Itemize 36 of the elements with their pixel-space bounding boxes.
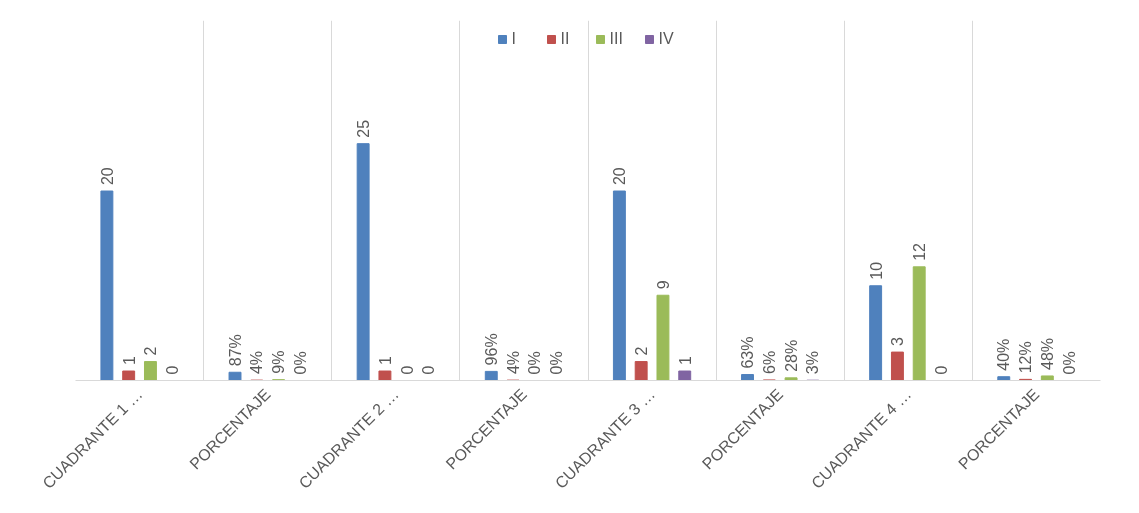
data-label: 0% bbox=[1060, 351, 1078, 375]
data-label: 0% bbox=[526, 351, 544, 375]
data-label: 3 bbox=[889, 337, 907, 347]
data-label: 25 bbox=[355, 119, 373, 138]
data-label: 48% bbox=[1038, 337, 1056, 370]
data-label: 63% bbox=[739, 336, 757, 369]
data-label: 20 bbox=[611, 167, 629, 186]
data-label: 10 bbox=[867, 261, 885, 280]
data-label: 96% bbox=[482, 333, 500, 366]
legend-label: IV bbox=[658, 30, 675, 48]
data-label: 1 bbox=[120, 356, 138, 366]
data-label: 0 bbox=[398, 365, 416, 375]
data-label: 28% bbox=[782, 339, 800, 372]
data-label: 4% bbox=[504, 351, 522, 375]
data-label: 0 bbox=[164, 365, 182, 375]
data-label: 87% bbox=[226, 334, 244, 367]
data-label: 9 bbox=[654, 280, 672, 290]
legend-label: I bbox=[511, 30, 517, 48]
data-label: 0 bbox=[932, 365, 950, 375]
data-label: 2 bbox=[633, 346, 651, 356]
data-label: 6% bbox=[760, 350, 778, 374]
data-label: 12% bbox=[1017, 341, 1035, 374]
data-label: 40% bbox=[995, 338, 1013, 371]
data-label: 0% bbox=[548, 351, 566, 375]
data-label: 0 bbox=[420, 365, 438, 375]
legend-label: III bbox=[609, 30, 624, 48]
data-label: 2 bbox=[142, 346, 160, 356]
data-label: 20 bbox=[98, 167, 116, 186]
data-label: 1 bbox=[376, 356, 394, 366]
data-label: 1 bbox=[676, 356, 694, 366]
data-label: 9% bbox=[270, 350, 288, 374]
data-label: 3% bbox=[804, 351, 822, 375]
data-label: 12 bbox=[911, 242, 929, 261]
legend-label: II bbox=[560, 30, 571, 48]
data-label: 4% bbox=[248, 351, 266, 375]
data-label: 0% bbox=[291, 351, 309, 375]
